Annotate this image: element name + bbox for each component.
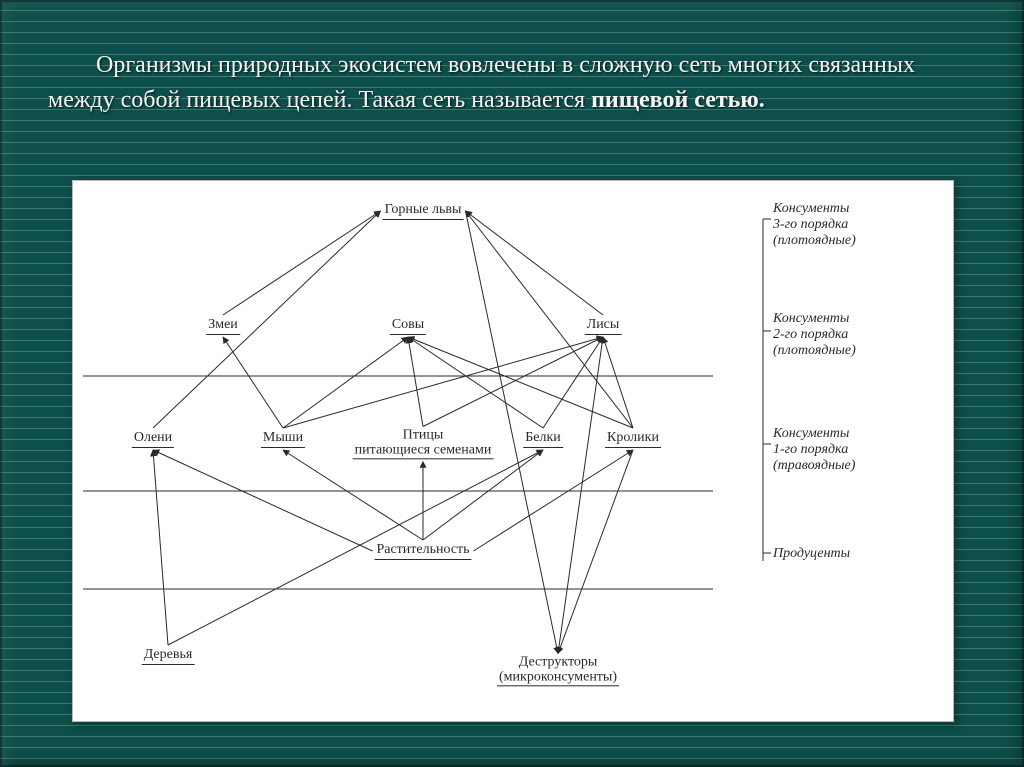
node-lions: Горные львы: [383, 202, 464, 220]
edge-squirrels-to-owls: [408, 337, 543, 428]
trophic-level-label-1: Консументы2-го порядка(плотоядные): [773, 311, 856, 359]
edge-veg-to-mice: [283, 450, 423, 540]
title-bold: пищевой сетью.: [591, 87, 765, 113]
edge-deer-to-lions: [153, 211, 381, 428]
edge-seedbirds-to-foxes: [423, 337, 603, 427]
trophic-level-label-3: Продуценты: [773, 546, 850, 562]
node-foxes: Лисы: [585, 317, 622, 335]
edge-veg-to-rabbits: [474, 450, 634, 551]
node-seedbirds: Птицыпитающиеся семенами: [353, 428, 494, 459]
edge-veg-to-deer: [153, 450, 373, 551]
node-owls: Совы: [390, 317, 426, 335]
edge-seedbirds-to-owls: [408, 337, 423, 427]
node-veg: Растительность: [374, 542, 471, 560]
slide-title: Организмы природных экосистем вовлечены …: [48, 48, 976, 118]
node-trees: Деревья: [142, 647, 195, 665]
edge-rabbits-to-decomp: [558, 450, 633, 654]
node-mice: Мыши: [261, 430, 305, 448]
node-squirrels: Белки: [523, 430, 563, 448]
edge-trees-to-squirrels: [168, 450, 543, 645]
node-deer: Олени: [132, 430, 174, 448]
slide-background: Организмы природных экосистем вовлечены …: [0, 0, 1024, 767]
node-snakes: Змеи: [206, 317, 240, 335]
edge-mice-to-snakes: [223, 337, 283, 428]
edge-foxes-to-decomp: [558, 337, 603, 654]
node-decomp: Деструкторы(микроконсументы): [497, 655, 619, 686]
edge-rabbits-to-foxes: [603, 337, 633, 428]
node-rabbits: Кролики: [605, 430, 661, 448]
trophic-level-label-0: Консументы3-го порядка(плотоядные): [773, 201, 856, 249]
edge-snakes-to-lions: [223, 211, 381, 315]
trophic-level-label-2: Консументы1-го порядка(травоядные): [773, 426, 855, 474]
food-web-diagram: Горные львы Змеи Совы Лисы Олени Мыши Птицыпит…: [72, 180, 954, 722]
edge-trees-to-deer: [153, 450, 168, 645]
title-plain: Организмы природных экосистем вовлечены …: [48, 52, 915, 113]
edge-mice-to-owls: [283, 337, 408, 428]
